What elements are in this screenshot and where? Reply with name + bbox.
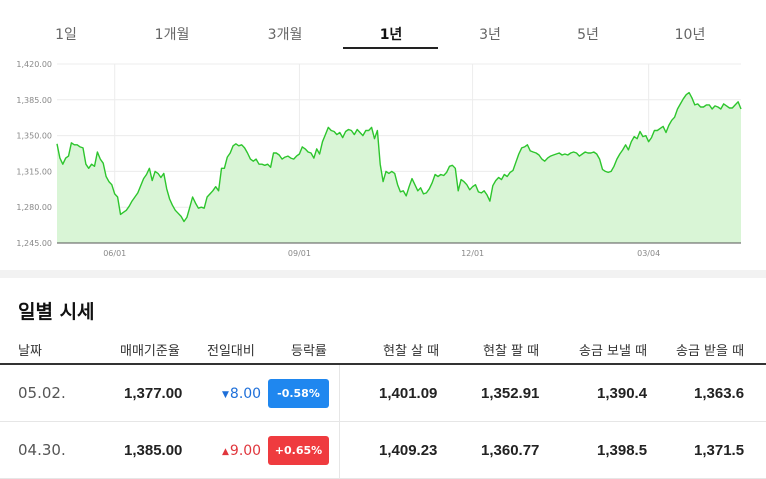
table-row: 04.30. 1,385.00 ▲9.00 +0.65% 1,409.23 1,… — [0, 422, 766, 479]
y-tick-label: 1,315.00 — [16, 167, 52, 176]
tab-1month[interactable]: 1개월 — [154, 27, 190, 43]
row-cash-buy: 1,401.09 — [379, 385, 438, 402]
row-base-rate: 1,385.00 — [124, 442, 183, 459]
row-remit-receive: 1,371.5 — [694, 442, 745, 459]
y-tick-label: 1,385.00 — [16, 96, 52, 105]
table-row: 05.02. 1,377.00 ▼8.00 -0.58% 1,401.09 1,… — [0, 365, 766, 422]
x-tick-label: 03/04 — [637, 249, 660, 258]
daily-prices-table: 날짜 매매기준율 전일대비 등락률 현찰 살 때 현찰 팔 때 송금 보낼 때 … — [0, 333, 766, 479]
y-tick-label: 1,280.00 — [16, 203, 52, 212]
tab-5years[interactable]: 5년 — [577, 27, 599, 43]
period-tabs: 1일 1개월 3개월 1년 3년 5년 10년 — [0, 0, 766, 52]
change-rate-badge: +0.65% — [268, 436, 329, 465]
header-date: 날짜 — [18, 344, 42, 359]
x-tick-label: 12/01 — [461, 249, 484, 258]
row-change-value: 8.00 — [229, 386, 262, 402]
row-date: 05.02. — [18, 384, 66, 402]
table-header: 날짜 매매기준율 전일대비 등락률 현찰 살 때 현찰 팔 때 송금 보낼 때 … — [0, 333, 766, 365]
exchange-rate-chart[interactable]: 1,420.00 1,385.00 1,350.00 1,315.00 1,280.00… — [0, 52, 766, 264]
header-change-rate: 등락률 — [291, 344, 327, 359]
y-tick-label: 1,350.00 — [16, 132, 52, 141]
up-arrow-icon: ▲ — [222, 447, 229, 457]
series-line — [56, 91, 742, 223]
header-remit-send: 송금 보낼 때 — [579, 344, 648, 359]
header-change: 전일대비 — [207, 344, 255, 359]
y-tick-label: 1,420.00 — [16, 60, 52, 69]
row-change-value: 9.00 — [229, 443, 262, 459]
row-cash-sell: 1,352.91 — [481, 385, 540, 402]
row-remit-send: 1,390.4 — [597, 385, 648, 402]
daily-prices-title: 일별 시세 — [18, 301, 95, 323]
change-rate-badge: -0.58% — [268, 379, 329, 408]
x-tick-label: 09/01 — [288, 249, 311, 258]
x-tick-label: 06/01 — [103, 249, 126, 258]
section-divider — [0, 270, 766, 278]
column-divider — [339, 422, 340, 479]
tab-3months[interactable]: 3개월 — [267, 27, 303, 43]
row-cash-buy: 1,409.23 — [379, 442, 438, 459]
tab-3years[interactable]: 3년 — [479, 27, 501, 43]
column-divider — [339, 365, 340, 422]
y-tick-label: 1,245.00 — [16, 239, 52, 248]
series-area — [57, 92, 741, 243]
tab-1year[interactable]: 1년 — [379, 27, 403, 43]
row-change: ▼8.00 — [222, 386, 261, 402]
down-arrow-icon: ▼ — [222, 390, 229, 400]
row-base-rate: 1,377.00 — [124, 385, 183, 402]
row-remit-send: 1,398.5 — [597, 442, 648, 459]
tab-1day[interactable]: 1일 — [55, 27, 77, 43]
row-cash-sell: 1,360.77 — [481, 442, 540, 459]
active-tab-indicator — [343, 47, 438, 49]
header-cash-sell: 현찰 팔 때 — [483, 344, 540, 359]
header-base-rate: 매매기준율 — [120, 344, 180, 359]
header-remit-receive: 송금 받을 때 — [676, 344, 745, 359]
row-date: 04.30. — [18, 441, 66, 459]
row-change: ▲9.00 — [222, 443, 261, 459]
tab-10years[interactable]: 10년 — [674, 27, 706, 43]
header-cash-buy: 현찰 살 때 — [383, 344, 440, 359]
row-remit-receive: 1,363.6 — [694, 385, 745, 402]
